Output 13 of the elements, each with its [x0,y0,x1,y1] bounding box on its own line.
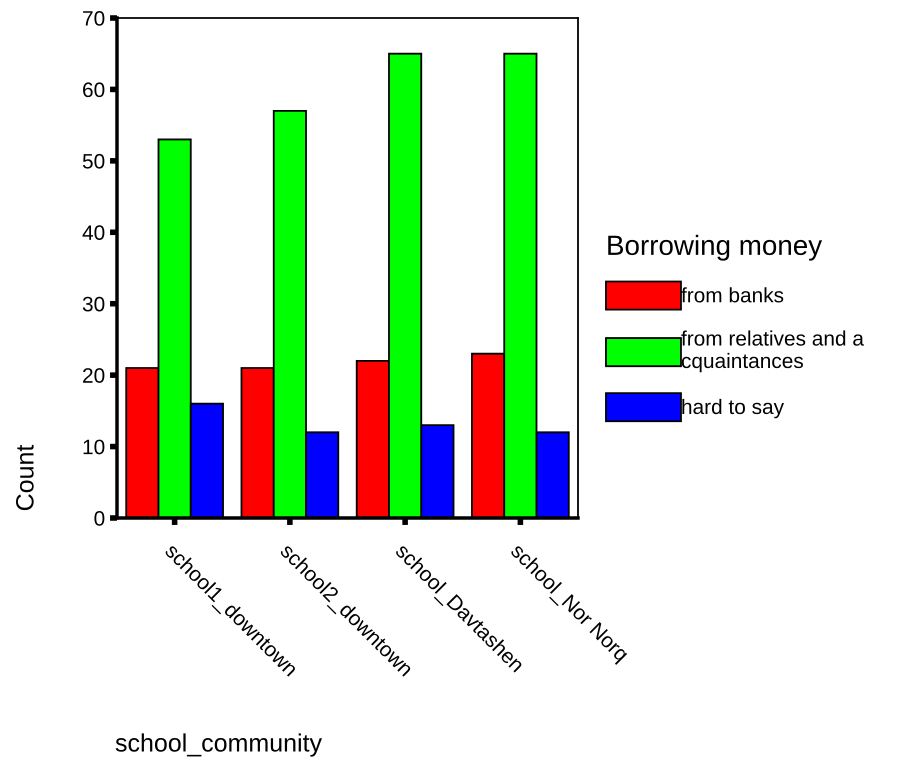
y-tick-label: 60 [83,82,104,98]
y-tick-label: 10 [84,440,104,454]
y-tick-label: 40 [82,225,104,240]
y-tick-label: 50 [82,154,104,169]
legend-label: from relatives and a cquaintances [681,330,864,372]
y-tick-label: 30 [82,296,104,312]
y-tick-label: 20 [83,368,104,383]
x-axis-title: school_community [116,733,322,757]
y-axis-title: Count [16,444,34,510]
legend-label: hard to say [682,398,784,418]
legend-title: Borrowing money [608,234,822,261]
y-tick-label: 70 [83,11,104,26]
y-tick-label: 0 [94,511,104,526]
